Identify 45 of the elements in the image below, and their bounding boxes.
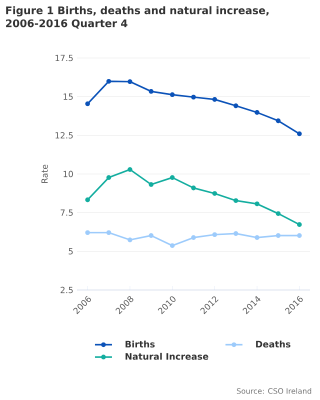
point <box>85 230 90 236</box>
point <box>106 175 112 180</box>
point <box>191 94 196 100</box>
point <box>106 230 112 236</box>
point <box>128 237 132 242</box>
legend-label: Births <box>126 340 155 348</box>
point <box>276 118 281 124</box>
point <box>297 222 302 227</box>
point <box>297 131 302 136</box>
point <box>106 78 112 84</box>
y-tick-label: 15 <box>64 94 73 100</box>
point <box>297 233 302 238</box>
point <box>170 92 175 98</box>
y-tick-label: 7.5 <box>60 210 73 216</box>
point <box>276 211 281 216</box>
point <box>170 243 175 248</box>
y-axis-title: Rate <box>41 164 48 183</box>
point <box>254 201 260 206</box>
point <box>212 191 218 196</box>
point <box>254 110 260 115</box>
y-tick-label: 5 <box>68 248 73 254</box>
chart-title: Figure 1 Births, deaths and natural increase, 2006-2016 Quarter 4 <box>6 6 269 29</box>
point <box>170 175 175 180</box>
y-tick-label: 10 <box>64 170 73 178</box>
point <box>212 232 218 238</box>
point <box>148 182 154 187</box>
point <box>233 198 238 203</box>
legend-label: Deaths <box>256 340 290 348</box>
point <box>128 167 132 172</box>
point <box>254 235 260 240</box>
point <box>212 97 218 102</box>
y-tick-label: 12.5 <box>56 132 73 139</box>
point <box>85 197 90 202</box>
point <box>148 233 154 238</box>
y-tick-label: 17.5 <box>56 54 73 62</box>
point <box>191 186 196 190</box>
point <box>148 89 154 94</box>
point <box>85 101 90 106</box>
legend-label: Natural Increase <box>126 352 208 360</box>
point <box>128 79 132 84</box>
point <box>276 233 281 238</box>
point <box>233 103 238 108</box>
point <box>233 231 238 236</box>
y-tick-label: 2.5 <box>60 286 73 294</box>
point <box>191 235 196 240</box>
